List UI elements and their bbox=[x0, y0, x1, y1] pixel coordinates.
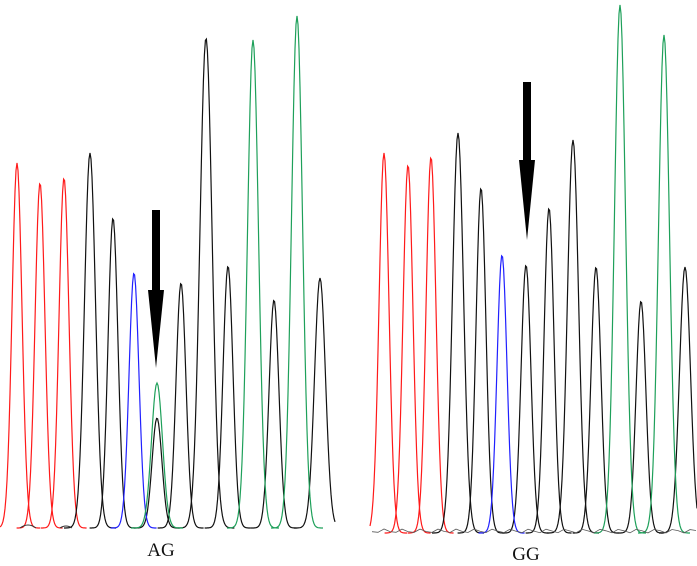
snp-arrow-gg bbox=[519, 82, 535, 240]
peak-A-1 bbox=[638, 34, 690, 534]
peak-T-1 bbox=[384, 164, 431, 534]
peak-G-5 bbox=[204, 265, 251, 529]
peak-G-0 bbox=[64, 152, 116, 529]
peak-G-7 bbox=[659, 266, 697, 534]
peak-T-2 bbox=[407, 156, 454, 534]
peak-G-2 bbox=[502, 264, 549, 534]
baseline-noise-ag bbox=[19, 524, 73, 529]
peak-G-7 bbox=[294, 277, 336, 529]
peak-G-3 bbox=[525, 207, 572, 534]
peak-G-6 bbox=[250, 299, 297, 529]
trace-group-gg bbox=[369, 4, 697, 534]
peak-A-2 bbox=[271, 15, 323, 529]
peak-T-0 bbox=[369, 152, 407, 534]
peak-G-3 bbox=[157, 282, 204, 529]
peak-G-4 bbox=[177, 37, 235, 529]
peak-G-5 bbox=[572, 266, 619, 534]
peak-C-0 bbox=[478, 254, 525, 534]
peak-G-4 bbox=[547, 139, 599, 534]
genotype-label-ag: AG bbox=[147, 540, 175, 561]
peak-T-2 bbox=[40, 177, 87, 529]
snp-arrow-ag bbox=[148, 210, 164, 368]
peak-A-0 bbox=[131, 381, 183, 529]
peak-G-1 bbox=[89, 217, 136, 529]
genotype-label-gg: GG bbox=[512, 544, 540, 565]
baseline-noise-gg bbox=[371, 528, 697, 534]
peak-C-0 bbox=[110, 272, 157, 529]
peak-G-1 bbox=[457, 187, 504, 534]
chromatogram-gg bbox=[369, 4, 697, 534]
peak-A-0 bbox=[594, 4, 646, 534]
peak-G-2 bbox=[133, 417, 180, 529]
chromatogram-ag bbox=[0, 15, 336, 529]
trace-group-ag bbox=[0, 15, 336, 529]
peak-A-1 bbox=[227, 39, 279, 529]
